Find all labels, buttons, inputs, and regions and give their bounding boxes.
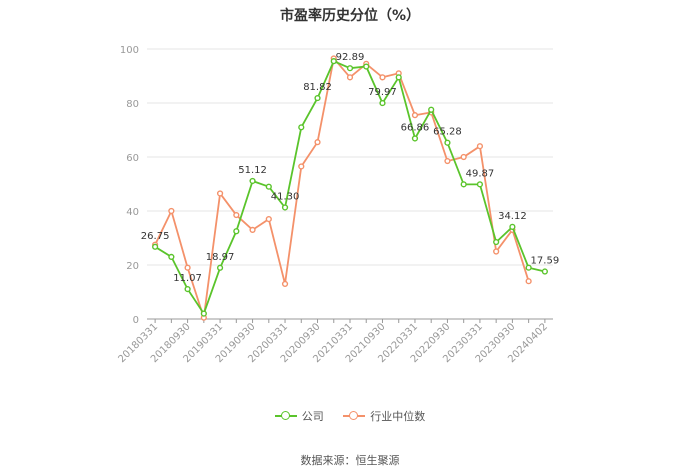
data-point-industry — [379, 74, 386, 81]
data-point-industry — [265, 216, 272, 223]
data-point-company — [493, 238, 500, 246]
data-point-company — [168, 253, 175, 261]
data-point-company — [216, 264, 224, 271]
data-point-industry — [493, 248, 500, 255]
data-point-company — [428, 106, 435, 113]
data-point-company — [444, 139, 451, 146]
data-label: 92.89 — [336, 52, 365, 63]
data-point-company — [314, 94, 321, 102]
legend-item-company[interactable]: 公司 — [274, 408, 324, 424]
data-label: 17.59 — [531, 256, 560, 267]
data-point-company — [379, 99, 386, 107]
y-tick-label: 60 — [126, 153, 139, 164]
series-line-industry — [154, 56, 530, 318]
data-label: 18.97 — [206, 252, 235, 263]
data-label: 79.97 — [368, 87, 397, 98]
data-point-industry — [346, 74, 354, 81]
data-label: 65.28 — [433, 127, 462, 138]
series — [152, 55, 548, 321]
data-point-company — [460, 181, 467, 188]
grid-lines — [147, 48, 553, 320]
data-point-industry — [168, 207, 175, 215]
data-point-industry — [525, 278, 532, 285]
data-label: 11.07 — [173, 273, 202, 284]
data-point-industry — [314, 139, 321, 146]
data-point-company — [233, 228, 240, 235]
data-point-industry — [281, 280, 289, 288]
data-point-company — [249, 177, 256, 185]
y-tick-label: 40 — [126, 207, 139, 218]
y-tick-label: 80 — [126, 99, 139, 110]
data-label: 26.75 — [141, 231, 170, 242]
data-point-company — [411, 135, 419, 142]
legend-label-industry: 行业中位数 — [370, 410, 426, 423]
legend-swatch-industry — [343, 411, 366, 421]
data-point-industry — [233, 211, 240, 219]
data-label: 66.86 — [401, 122, 430, 133]
chart-title: 市盈率历史分位（%） — [279, 8, 421, 24]
data-point-company — [184, 286, 191, 293]
data-point-company — [346, 65, 354, 72]
data-label: 51.12 — [238, 165, 267, 176]
data-label: 49.87 — [466, 168, 495, 179]
data-point-company — [152, 243, 159, 250]
data-point-company — [330, 58, 337, 65]
data-point-company — [265, 183, 272, 190]
data-point-industry — [411, 112, 419, 119]
y-tick-label: 0 — [133, 315, 139, 326]
data-point-industry — [249, 226, 256, 234]
legend-swatch-company — [274, 411, 297, 421]
data-label: 81.82 — [303, 82, 332, 93]
data-label: 41.30 — [271, 191, 300, 202]
legend-item-industry[interactable]: 行业中位数 — [343, 408, 425, 424]
data-point-industry — [476, 143, 484, 150]
data-point-company — [395, 74, 402, 81]
data-point-company — [298, 124, 305, 131]
data-point-industry — [460, 153, 467, 161]
data-point-company — [200, 310, 207, 317]
data-labels: 26.75 11.07 18.97 51.12 41.30 81.82 92.89 79.97… — [141, 52, 559, 284]
data-point-company — [363, 63, 370, 70]
data-point-company — [476, 181, 484, 188]
data-label: 34.12 — [498, 211, 527, 222]
legend: 公司 行业中位数 — [0, 408, 700, 424]
y-tick-label: 20 — [126, 261, 139, 272]
legend-label-company: 公司 — [301, 410, 324, 423]
data-point-industry — [298, 163, 305, 170]
data-point-industry — [444, 157, 451, 165]
data-point-industry — [184, 264, 191, 271]
y-tick-label: 100 — [120, 45, 139, 56]
data-point-company — [281, 204, 289, 211]
data-source: 数据来源：恒生聚源 — [300, 454, 400, 467]
data-point-company — [509, 223, 516, 230]
data-point-industry — [216, 190, 224, 197]
data-point-company — [525, 264, 532, 271]
data-point-company — [541, 268, 548, 275]
